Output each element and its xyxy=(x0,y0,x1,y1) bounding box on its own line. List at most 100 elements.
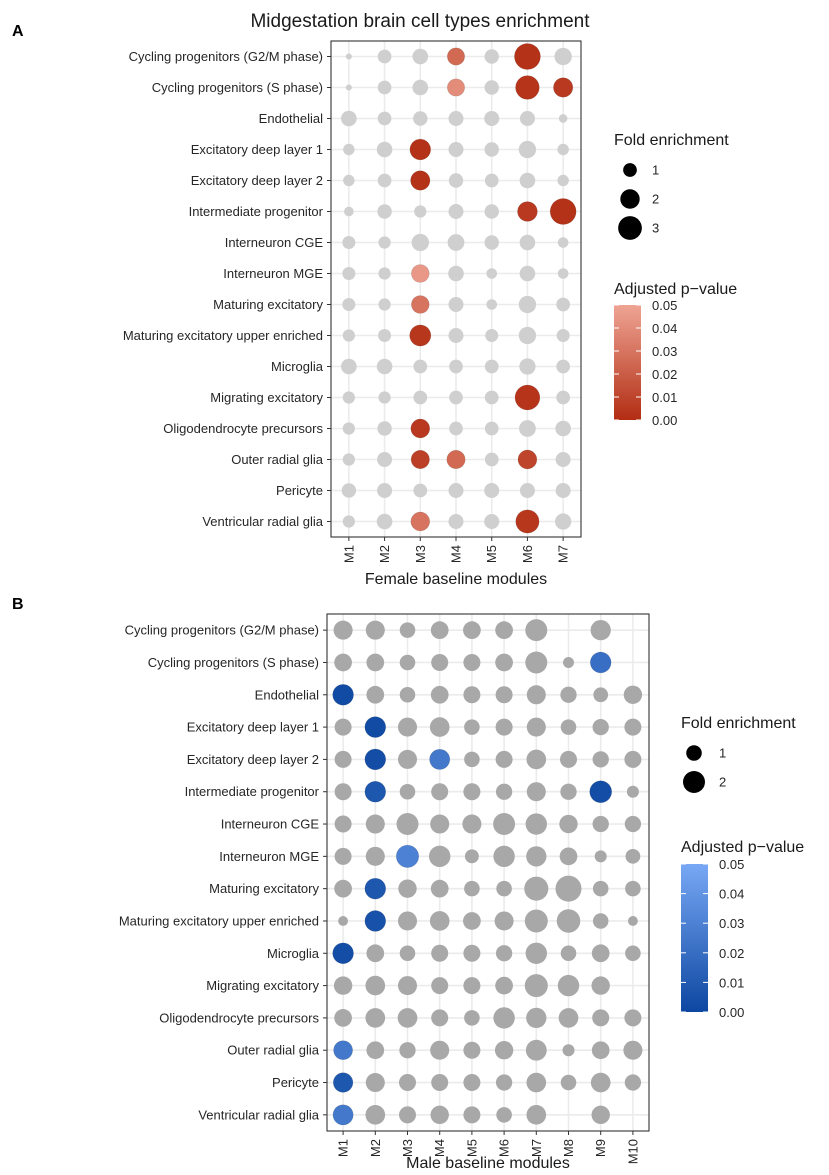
data-point xyxy=(557,974,580,997)
data-point xyxy=(555,482,571,499)
data-point xyxy=(399,1042,416,1059)
x-tick-label: M4 xyxy=(449,545,464,563)
data-point xyxy=(398,879,417,898)
data-point xyxy=(376,513,393,530)
color-legend-bar xyxy=(614,305,641,420)
data-point xyxy=(399,945,416,962)
data-point xyxy=(625,848,641,864)
data-point xyxy=(493,1007,515,1029)
data-point xyxy=(332,684,354,706)
data-point xyxy=(413,483,428,498)
data-point xyxy=(625,945,641,962)
data-point xyxy=(560,783,577,800)
data-point xyxy=(366,653,385,672)
data-point xyxy=(378,298,391,311)
x-tick-label: M7 xyxy=(529,1139,544,1157)
size-legend-title: Fold enrichment xyxy=(681,715,796,732)
data-point xyxy=(592,751,609,768)
data-point xyxy=(430,1040,450,1060)
data-point xyxy=(463,944,481,962)
data-point xyxy=(484,142,499,157)
data-point xyxy=(365,814,385,834)
data-point xyxy=(397,976,418,996)
data-point xyxy=(524,909,548,933)
data-point xyxy=(410,511,431,532)
data-point xyxy=(495,945,513,962)
y-tick-label: Outer radial glia xyxy=(227,1043,320,1058)
color-legend-label: 0.04 xyxy=(652,321,677,336)
data-point xyxy=(484,421,499,436)
panel-label: A xyxy=(12,23,24,40)
y-tick-label: Pericyte xyxy=(272,1075,319,1090)
data-point xyxy=(563,656,574,668)
x-axis-title: Female baseline modules xyxy=(365,571,547,588)
data-point xyxy=(526,782,546,802)
data-point xyxy=(334,1009,352,1027)
data-point xyxy=(364,877,387,900)
data-point xyxy=(526,1007,547,1029)
data-point xyxy=(397,911,418,931)
data-point xyxy=(430,685,449,704)
data-point xyxy=(448,482,464,499)
data-point xyxy=(409,138,431,161)
y-tick-label: Microglia xyxy=(271,359,324,374)
color-legend-label: 0.05 xyxy=(719,857,744,872)
data-point xyxy=(333,1040,353,1061)
data-point xyxy=(562,1044,575,1057)
y-tick-label: Intermediate progenitor xyxy=(185,784,320,799)
data-point xyxy=(446,450,466,469)
data-point xyxy=(428,845,451,868)
data-point xyxy=(366,685,385,704)
color-legend-bar xyxy=(681,864,708,1012)
data-point xyxy=(464,1010,480,1026)
data-point xyxy=(559,750,578,768)
data-point xyxy=(624,815,642,833)
data-point xyxy=(365,975,386,996)
data-point xyxy=(431,944,449,962)
data-point xyxy=(518,326,537,345)
data-point xyxy=(495,718,513,736)
data-point xyxy=(342,515,355,528)
data-point xyxy=(519,265,536,282)
data-point xyxy=(413,359,428,374)
data-point xyxy=(526,749,547,770)
y-tick-label: Interneuron CGE xyxy=(221,817,320,832)
data-point xyxy=(397,749,418,769)
data-point xyxy=(398,1074,417,1092)
x-tick-label: M5 xyxy=(484,545,499,563)
x-tick-label: M1 xyxy=(341,545,356,563)
data-point xyxy=(559,847,578,866)
data-point xyxy=(484,390,499,405)
color-legend-label: 0.02 xyxy=(652,367,677,382)
data-point xyxy=(448,203,464,220)
data-point xyxy=(519,482,535,499)
color-legend-label: 0.03 xyxy=(719,916,744,931)
panel-b-male: B Cycling progenitors (G2/M phase) Cycling… xyxy=(12,596,804,1172)
x-tick-label: M6 xyxy=(520,545,535,563)
y-tick-label: Oligodendrocyte precursors xyxy=(159,1010,319,1025)
data-point xyxy=(378,236,391,249)
data-point xyxy=(590,620,611,641)
data-point xyxy=(429,748,451,770)
data-point xyxy=(334,718,352,736)
data-point xyxy=(429,717,450,737)
data-point xyxy=(484,80,499,95)
data-point xyxy=(376,141,393,158)
data-point xyxy=(431,783,449,801)
y-tick-label: Cycling progenitors (G2/M phase) xyxy=(125,623,319,638)
data-point xyxy=(589,651,612,674)
data-point xyxy=(526,717,546,737)
data-point xyxy=(557,268,569,279)
y-tick-label: Excitatory deep layer 1 xyxy=(187,720,319,735)
color-legend-title: Adjusted p−value xyxy=(681,839,804,856)
data-point xyxy=(410,170,431,191)
size-legend-dot xyxy=(683,771,705,793)
data-point xyxy=(557,237,569,248)
data-point xyxy=(343,143,355,156)
x-tick-label: M8 xyxy=(561,1139,576,1157)
y-tick-label: Migrating excitatory xyxy=(206,978,319,993)
data-point xyxy=(592,913,609,929)
y-tick-label: Pericyte xyxy=(276,483,323,498)
y-tick-label: Ventricular radial glia xyxy=(198,1107,319,1122)
